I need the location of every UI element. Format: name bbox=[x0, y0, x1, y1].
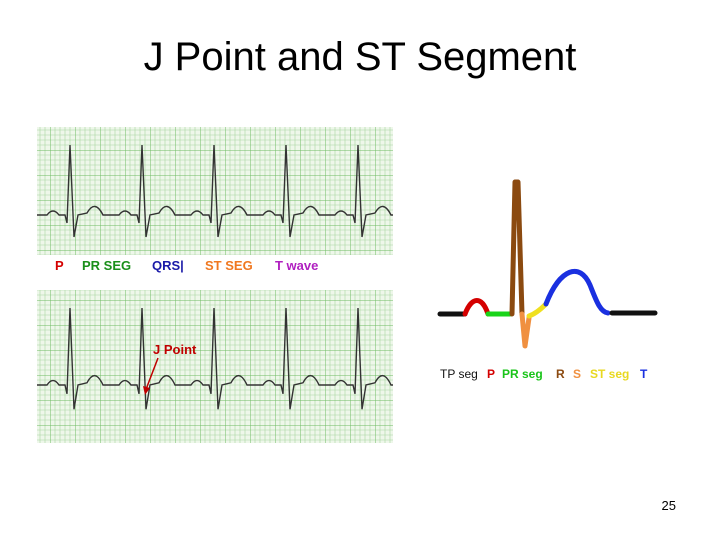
page-number: 25 bbox=[662, 498, 676, 513]
j-point-arrow bbox=[144, 357, 159, 393]
ecg-strip-bottom bbox=[37, 290, 393, 443]
label-st-seg: ST seg bbox=[590, 367, 629, 381]
ecg-trace bbox=[37, 144, 393, 238]
label-qrs: QRS| bbox=[152, 258, 184, 273]
label-r: R bbox=[556, 367, 565, 381]
label-st-seg: ST SEG bbox=[205, 258, 253, 273]
slide-title: J Point and ST Segment bbox=[144, 35, 577, 79]
arrow-head bbox=[143, 386, 150, 395]
label-p: P bbox=[55, 258, 64, 273]
label-t: T bbox=[640, 367, 648, 381]
label-tp-seg: TP seg bbox=[440, 367, 478, 381]
label-s: S bbox=[573, 367, 581, 381]
label-pr-seg: PR SEG bbox=[82, 258, 131, 273]
label-j-point: J Point bbox=[153, 342, 197, 357]
ecg-trace bbox=[37, 307, 393, 410]
label-pr-seg: PR seg bbox=[502, 367, 543, 381]
ecg-strip-top bbox=[37, 127, 393, 255]
label-t-wave: T wave bbox=[275, 258, 318, 273]
label-p: P bbox=[487, 367, 495, 381]
waveform bbox=[437, 179, 658, 349]
